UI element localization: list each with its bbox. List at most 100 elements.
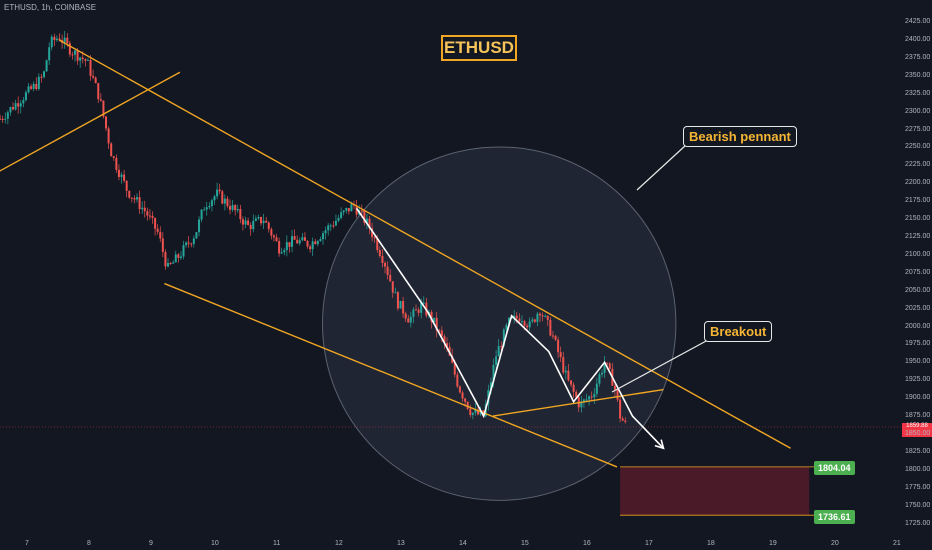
candle-body — [394, 292, 397, 294]
candle-body — [595, 383, 598, 394]
candle-body — [205, 207, 208, 210]
x-tick-label: 7 — [25, 540, 29, 547]
candle-body — [79, 57, 82, 61]
candle-body — [332, 225, 335, 227]
y-tick-label: 2300.00 — [905, 107, 931, 115]
candle-body — [474, 409, 477, 413]
y-tick-label: 2225.00 — [905, 161, 931, 169]
candle-body — [257, 217, 260, 219]
candle-body — [319, 239, 322, 242]
candle-body — [399, 300, 402, 309]
candle-body — [174, 254, 177, 263]
candle-body — [89, 59, 92, 76]
candle-body — [564, 370, 567, 373]
candle-body — [275, 237, 278, 242]
candle-body — [322, 233, 325, 240]
candle-body — [500, 346, 503, 348]
candle-body — [123, 174, 126, 181]
candle-body — [74, 50, 77, 55]
candle-body — [198, 219, 201, 233]
x-tick-label: 17 — [645, 540, 653, 547]
y-tick-label: 2375.00 — [905, 53, 931, 61]
candle-body — [249, 224, 252, 230]
y-tick-label: 2100.00 — [905, 250, 931, 258]
candle-body — [278, 241, 281, 254]
candle-body — [9, 107, 12, 113]
candle-body — [580, 401, 583, 408]
candle-body — [218, 189, 221, 192]
candle-body — [280, 252, 283, 254]
candle-body — [81, 57, 84, 60]
y-tick-label: 1900.00 — [905, 394, 931, 402]
candle-body — [378, 250, 381, 257]
candle-body — [71, 54, 74, 56]
candle-body — [546, 315, 549, 320]
candle-body — [384, 262, 387, 267]
candle-body — [608, 363, 611, 369]
candle-body — [0, 118, 2, 120]
candle-body — [99, 99, 102, 101]
candle-body — [471, 412, 474, 416]
y-tick-label: 2350.00 — [905, 71, 931, 79]
candle-body — [373, 237, 376, 239]
candle-body — [86, 59, 89, 61]
candle-body — [296, 239, 299, 244]
y-tick-label: 2150.00 — [905, 215, 931, 223]
chart-title: ETHUSD — [441, 35, 517, 61]
candle-body — [513, 315, 516, 318]
candle-body — [223, 198, 226, 204]
candle-body — [389, 274, 392, 282]
candle-body — [585, 399, 588, 401]
candle-body — [590, 396, 593, 398]
candle-body — [324, 230, 327, 234]
candle-body — [443, 336, 446, 344]
candle-body — [190, 243, 193, 245]
candle-body — [528, 321, 531, 328]
candle-body — [570, 380, 573, 385]
candle-body — [84, 59, 87, 61]
y-tick-label: 2075.00 — [905, 268, 931, 276]
candle-body — [376, 238, 379, 251]
candle-body — [102, 100, 105, 117]
candle-body — [164, 251, 167, 267]
x-tick-label: 18 — [707, 540, 715, 547]
candle-body — [229, 206, 232, 210]
candle-body — [19, 103, 22, 107]
candle-body — [192, 238, 195, 244]
y-tick-label: 1750.00 — [905, 501, 931, 509]
candle-body — [239, 209, 242, 220]
candle-body — [138, 197, 141, 210]
candle-body — [97, 83, 100, 100]
candle-body — [40, 76, 43, 78]
candle-body — [216, 189, 219, 197]
candle-body — [110, 143, 113, 157]
candle-body — [588, 396, 591, 400]
candle-body — [161, 238, 164, 252]
candle-body — [272, 235, 275, 238]
candle-body — [350, 203, 353, 212]
candle-body — [301, 237, 304, 241]
breakout-callout: Breakout — [704, 321, 773, 342]
candle-body — [508, 317, 511, 326]
candle-body — [265, 220, 268, 223]
candle-body — [247, 220, 250, 225]
candle-body — [241, 219, 244, 225]
candle-body — [94, 77, 97, 84]
candle-body — [479, 410, 482, 415]
candle-body — [17, 103, 20, 107]
candle-body — [567, 370, 570, 381]
candle-body — [407, 318, 410, 323]
candle-body — [355, 205, 358, 215]
candle-body — [422, 302, 425, 304]
x-tick-label: 13 — [397, 540, 405, 547]
candle-body — [502, 329, 505, 347]
y-tick-label: 2025.00 — [905, 304, 931, 312]
x-tick-label: 10 — [211, 540, 219, 547]
candle-body — [187, 242, 190, 244]
candle-body — [303, 237, 306, 241]
candle-body — [252, 220, 255, 230]
candle-body — [531, 319, 534, 322]
candle-body — [497, 346, 500, 357]
